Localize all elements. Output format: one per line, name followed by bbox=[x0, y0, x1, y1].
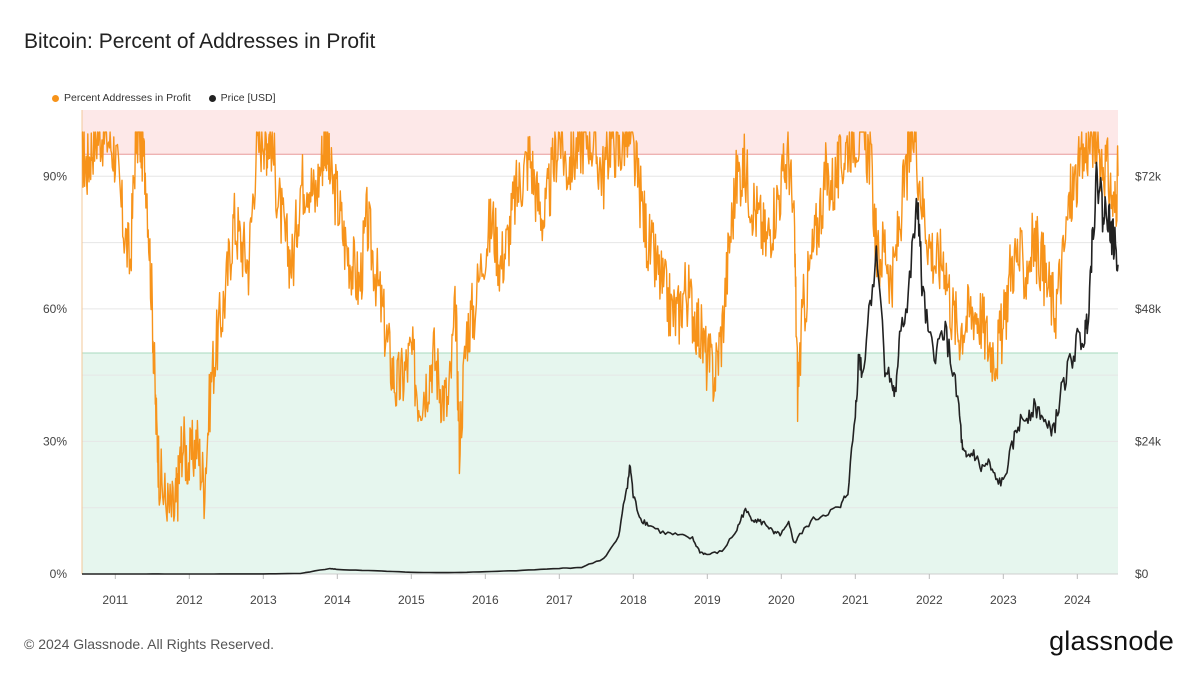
x-tick-label-1: 2012 bbox=[176, 593, 203, 607]
lower-zone-band bbox=[82, 353, 1118, 574]
x-tick-label-0: 2011 bbox=[102, 593, 128, 607]
legend-label-profit: Percent Addresses in Profit bbox=[64, 92, 191, 104]
upper-zone-band bbox=[82, 110, 1118, 155]
x-tick-label-10: 2021 bbox=[842, 593, 869, 607]
right-tick-label-3: $72k bbox=[1135, 169, 1162, 183]
legend-item-price[interactable]: Price [USD] bbox=[208, 92, 276, 104]
x-tick-label-2: 2013 bbox=[250, 593, 277, 607]
series-profit-line bbox=[81, 131, 1119, 522]
x-tick-label-7: 2018 bbox=[620, 593, 647, 607]
left-tick-label-1: 30% bbox=[43, 434, 67, 448]
right-tick-label-2: $48k bbox=[1135, 302, 1162, 316]
series-price-line bbox=[82, 161, 1119, 575]
chart-title: Bitcoin: Percent of Addresses in Profit bbox=[24, 30, 376, 53]
x-tick-label-8: 2019 bbox=[694, 593, 721, 607]
x-tick-label-6: 2017 bbox=[546, 593, 573, 607]
left-tick-label-3: 90% bbox=[43, 169, 67, 183]
legend-item-profit[interactable]: Percent Addresses in Profit bbox=[52, 92, 191, 104]
legend-label-price: Price [USD] bbox=[220, 92, 276, 104]
copyright-text: © 2024 Glassnode. All Rights Reserved. bbox=[24, 636, 275, 652]
right-tick-label-1: $24k bbox=[1135, 434, 1162, 448]
x-tick-label-11: 2022 bbox=[916, 593, 943, 607]
chart-legend: Percent Addresses in Profit Price [USD] bbox=[52, 92, 276, 104]
x-tick-label-9: 2020 bbox=[768, 593, 795, 607]
left-tick-label-0: 0% bbox=[50, 567, 68, 581]
x-tick-label-3: 2014 bbox=[324, 593, 351, 607]
glassnode-logo: glassnode bbox=[1049, 626, 1174, 656]
x-tick-label-13: 2024 bbox=[1064, 593, 1091, 607]
legend-dot-profit bbox=[52, 94, 59, 102]
x-tick-label-12: 2023 bbox=[990, 593, 1017, 607]
legend-dot-price bbox=[208, 94, 216, 102]
left-tick-label-2: 60% bbox=[43, 302, 67, 316]
right-tick-label-0: $0 bbox=[1135, 567, 1149, 581]
x-tick-label-4: 2015 bbox=[398, 593, 425, 607]
x-tick-label-5: 2016 bbox=[472, 593, 499, 607]
